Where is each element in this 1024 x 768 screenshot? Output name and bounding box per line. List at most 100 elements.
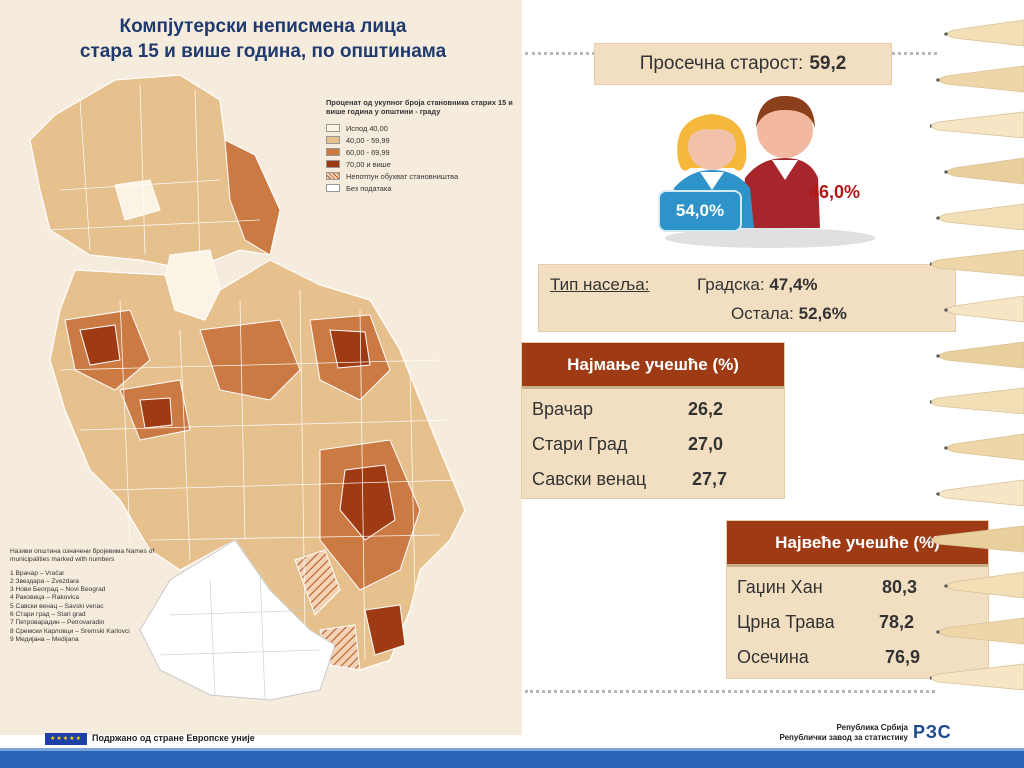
table-row: Стари Град 27,0 (522, 430, 784, 465)
row-name: Стари Град (532, 434, 628, 454)
legend-item: Без података (326, 182, 516, 194)
table-row: Савски венац 27,7 (522, 465, 784, 500)
pencil-shape (942, 571, 1024, 599)
pencil-shape (934, 65, 1024, 93)
dotted-separator-bottom (525, 690, 935, 693)
institution-name: Република Србија Републички завод за ста… (770, 723, 908, 743)
dotted-separator-top-right (892, 52, 937, 55)
map-region-west-darkest (79, 324, 121, 366)
institution-line-1: Република Србија (836, 723, 908, 732)
map-region-south-darkest-2 (364, 604, 406, 656)
municipality-names-list: Називи општина означени бројевима Names … (10, 548, 160, 644)
row-name: Врачар (532, 399, 594, 419)
legend-item: Испод 40,00 (326, 122, 516, 134)
serbia-municipality-map (29, 74, 466, 701)
page-title: Компјутерски неписмена лица стара 15 и в… (18, 14, 508, 64)
pencil-tip (930, 400, 932, 404)
row-name: Гаџин Хан (737, 577, 823, 597)
pencil-shape (934, 203, 1024, 231)
legend-label: 40,00 - 59,99 (346, 135, 390, 145)
legend-title: Проценат од укупног броја становника ста… (326, 98, 513, 116)
names-item: 6 Стари град – Stari grad (10, 611, 86, 619)
average-age-value: 59,2 (809, 53, 847, 74)
legend-item: 40,00 - 59,99 (326, 134, 516, 146)
map-region-east-darkest (329, 329, 371, 369)
title-line-1: Компјутерски неписмена лица (119, 16, 407, 37)
names-item: 9 Медијана – Medijana (10, 635, 79, 643)
names-item: 2 Звездара – Zvezdara (10, 577, 79, 585)
row-value: 27,0 (688, 434, 724, 454)
legend-label: Без података (346, 183, 392, 193)
title-line-2: стара 15 и више година, по општинама (79, 41, 447, 62)
settlement-urban: Градска: 47,4% (697, 275, 818, 295)
table-row: Врачар 26,2 (522, 395, 784, 430)
row-value: 27,7 (692, 469, 728, 489)
lowest-share-table: Најмање учешће (%) Врачар 26,2 Стари Гра… (521, 342, 785, 499)
names-item: 8 Сремски Карловци – Sremski Karlovci (10, 627, 130, 635)
table-row: Осечина 76,9 (727, 643, 988, 678)
pencil-tip (944, 446, 948, 450)
map-region-north (29, 74, 281, 271)
row-value: 26,2 (688, 399, 724, 419)
pencil-shape (930, 111, 1024, 139)
names-item: 3 Нови Београд – Novi Beograd (10, 586, 106, 594)
pencil-tip (930, 262, 932, 266)
pencil-shape (942, 433, 1024, 461)
settlement-type-label: Тип насеља: (550, 275, 650, 294)
names-item: 5 Савски венац – Savski venac (10, 602, 104, 610)
names-item: 1 Врачар – Vračar (10, 569, 65, 577)
legend-swatch (326, 136, 340, 144)
pencil-shape (942, 19, 1024, 47)
legend-label: 70,00 и више (346, 159, 391, 169)
legend-label: 60,00 - 69,99 (346, 147, 390, 157)
eu-flag-icon: ★★★★★ (45, 733, 87, 745)
other-label: Остала: (731, 304, 794, 323)
names-item: 7 Петроварадин – Petrovaradin (10, 619, 105, 627)
row-value: 76,9 (885, 647, 921, 667)
pencil-tip (936, 216, 940, 220)
pencil-tip (944, 32, 948, 36)
map-region-no-data (139, 539, 336, 701)
map-region-novi-sad (114, 179, 161, 221)
dotted-separator-top (525, 52, 595, 55)
row-name: Црна Трава (737, 612, 835, 632)
legend-swatch (326, 184, 340, 192)
map-region-partial-coverage (294, 549, 341, 616)
pencil-tip (936, 78, 940, 82)
eu-support-text: Подржано од стране Европске уније (92, 733, 255, 743)
average-age-box: Просечна старост: 59,2 (594, 43, 892, 85)
table-row: Црна Трава 78,2 (727, 608, 988, 643)
row-name: Савски венац (532, 469, 647, 489)
map-region-center-dark (199, 319, 301, 401)
pencil-shape (942, 157, 1024, 185)
legend-label: Непотпун обухват становништва (346, 171, 459, 181)
map-region-mid-darkest (139, 397, 173, 429)
row-name: Осечина (737, 647, 809, 667)
pencil-tip (930, 676, 932, 680)
lowest-table-header: Најмање учешће (%) (522, 343, 784, 389)
pencil-shape (934, 479, 1024, 507)
legend-label: Испод 40,00 (346, 123, 388, 133)
pencil-shape (942, 295, 1024, 323)
pencil-tip (936, 492, 940, 496)
institution-line-2: Републички завод за статистику (779, 733, 908, 742)
map-legend: Проценат од укупног броја становника ста… (326, 98, 516, 194)
pencil-tip (936, 354, 940, 358)
pencil-tip (944, 584, 948, 588)
pencil-tip (930, 538, 932, 542)
pencil-shape (930, 663, 1024, 691)
male-percentage-label: 46,0% (809, 181, 861, 202)
legend-item: Непотпун обухват становништва (326, 170, 516, 182)
footer-bar (0, 748, 1024, 768)
urban-value: 47,4% (769, 275, 818, 294)
map-region-north-east (224, 139, 281, 256)
settlement-other: Остала: 52,6% (731, 304, 847, 324)
legend-item: 60,00 - 69,99 (326, 146, 516, 158)
row-value: 78,2 (879, 612, 915, 632)
pencils-decoration (930, 19, 1024, 691)
names-heading: Називи општина означени бројевима Names … (10, 548, 155, 564)
legend-item: 70,00 и више (326, 158, 516, 170)
names-item: 4 Раковица – Rakovica (10, 594, 80, 602)
pencil-tip (944, 170, 948, 174)
pencil-shape (930, 387, 1024, 415)
